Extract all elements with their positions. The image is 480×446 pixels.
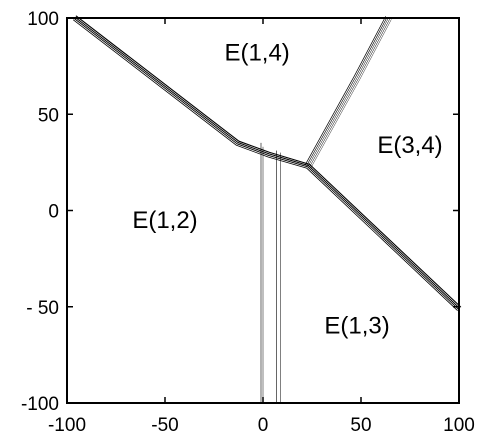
- x-tick-label: -100: [48, 415, 86, 436]
- x-tick-label: 50: [350, 415, 371, 436]
- curve-1-strand-4: [310, 19, 392, 169]
- x-tick-label: -50: [151, 415, 178, 436]
- curves-layer: [73, 15, 462, 404]
- region-label: E(3,4): [377, 132, 442, 159]
- y-tick-label: 100: [27, 9, 59, 30]
- curve-1-strand-2: [307, 17, 389, 167]
- curve-1-strand-0: [304, 16, 386, 166]
- curve-0-strand-0: [75, 15, 462, 308]
- y-tick-label: -100: [21, 394, 59, 415]
- x-tick-label: 0: [258, 415, 269, 436]
- region-label: E(1,3): [324, 313, 389, 340]
- curve-0-strand-3: [73, 19, 458, 311]
- curve-1-strand-3: [309, 18, 391, 168]
- y-tick-label: - 50: [26, 298, 59, 319]
- curve-0-strand-2: [73, 18, 459, 310]
- region-label: E(1,4): [224, 39, 289, 66]
- region-label: E(1,2): [132, 207, 197, 234]
- y-tick-label: 0: [48, 202, 59, 223]
- curve-0-strand-1: [74, 16, 460, 309]
- labels-layer: -100 -50 0 50 100 -100 - 50 0 50 100 E(1,4) E(3,4) E…: [21, 9, 475, 436]
- ticks-layer: [66, 17, 460, 404]
- x-tick-label: 100: [443, 415, 475, 436]
- curve-1-strand-1: [306, 16, 388, 166]
- y-tick-label: 50: [38, 105, 59, 126]
